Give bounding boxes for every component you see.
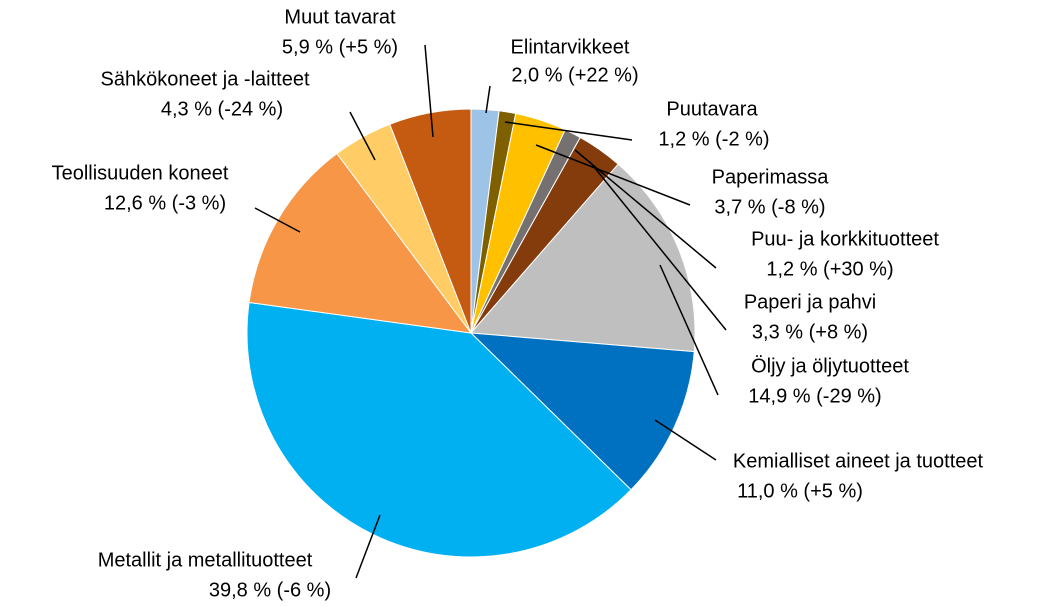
pie-slice xyxy=(248,152,473,334)
slice-value-label: 5,9 % (+5 %) xyxy=(282,36,398,58)
leader-line xyxy=(654,419,717,461)
pie-slice xyxy=(469,163,696,353)
leader-line xyxy=(504,121,633,141)
slice-label: Muut tavarat xyxy=(284,6,396,28)
slice-value-label: 12,6 % (-3 %) xyxy=(104,192,226,214)
slice-label: Metallit ja metallituotteet xyxy=(98,549,313,571)
slice-value-label: 39,8 % (-6 %) xyxy=(209,579,331,601)
slice-label: Paperimassa xyxy=(712,166,830,188)
slice-value-label: 3,3 % (+8 %) xyxy=(752,321,868,343)
slice-value-label: 1,2 % (-2 %) xyxy=(658,128,769,150)
slice-label: Elintarvikkeet xyxy=(511,36,630,58)
pie-slice xyxy=(389,108,472,334)
slice-label: Puutavara xyxy=(666,98,758,120)
slice-label: Teollisuuden koneet xyxy=(52,162,229,184)
slice-value-label: 2,0 % (+22 %) xyxy=(511,64,638,86)
leader-line xyxy=(574,149,717,269)
slice-label: Sähkökoneet ja -laitteet xyxy=(100,68,309,90)
slice-label: Paperi ja pahvi xyxy=(744,291,876,313)
slice-value-label: 3,7 % (-8 %) xyxy=(714,196,825,218)
leader-line xyxy=(589,161,727,331)
leader-line xyxy=(485,85,491,114)
leader-line xyxy=(355,514,381,579)
leader-line xyxy=(424,44,434,138)
slice-value-label: 4,3 % (-24 %) xyxy=(161,98,283,120)
slice-label: Puu- ja korkkituotteet xyxy=(751,228,939,250)
slice-value-label: 14,9 % (-29 %) xyxy=(748,385,881,407)
leader-line xyxy=(349,111,376,161)
leader-line xyxy=(535,144,691,206)
slice-value-label: 1,2 % (+30 %) xyxy=(766,258,893,280)
slice-label: Öljy ja öljytuotteet xyxy=(751,355,909,377)
pie-slice xyxy=(469,332,695,491)
leader-line xyxy=(659,264,719,396)
slice-value-label: 11,0 % (+5 %) xyxy=(737,480,863,502)
slice-label: Kemialliset aineet ja tuotteet xyxy=(733,450,984,472)
leader-line xyxy=(254,207,301,233)
